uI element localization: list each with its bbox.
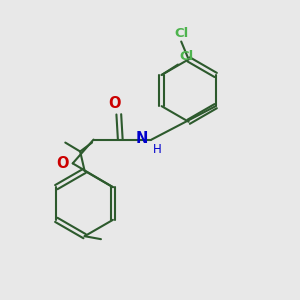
Text: Cl: Cl: [174, 27, 188, 40]
Text: N: N: [136, 130, 148, 146]
Text: Cl: Cl: [179, 50, 194, 63]
Text: O: O: [56, 156, 68, 171]
Text: O: O: [108, 96, 121, 111]
Text: H: H: [153, 143, 162, 156]
